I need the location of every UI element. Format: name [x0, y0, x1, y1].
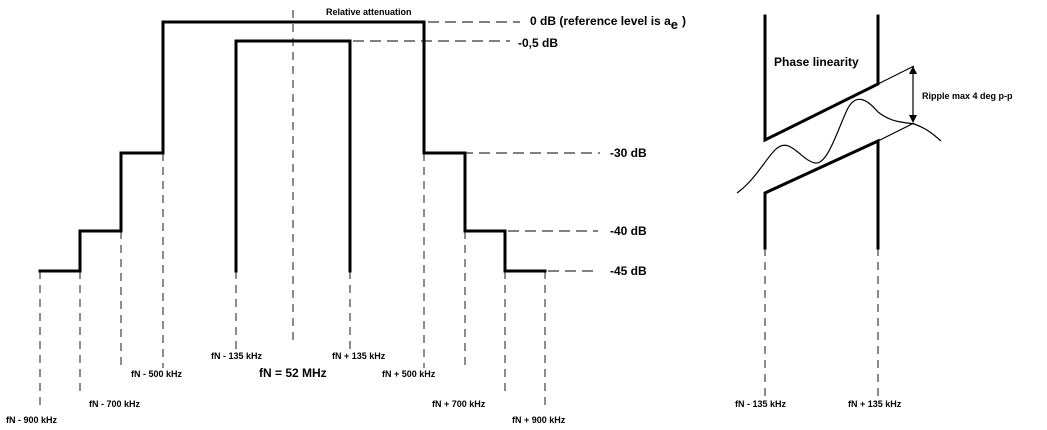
frequency-leaders — [39, 153, 546, 410]
freq-label-m700: fN - 700 kHz — [89, 399, 141, 409]
phase-upper-mask — [763, 14, 880, 143]
level-label-05db: -0,5 dB — [518, 36, 558, 50]
level-label-30db: -30 dB — [610, 146, 647, 160]
ripple-label: Ripple max 4 deg p-p — [922, 91, 1013, 101]
attenuation-mask — [38, 20, 547, 273]
freq-label-m900: fN - 900 kHz — [6, 415, 58, 425]
phase-upper-guide — [877, 65, 915, 85]
level-label-45db: -45 dB — [610, 264, 647, 278]
phase-lower-mask — [763, 138, 880, 250]
level-leaders — [353, 21, 600, 272]
ripple-arrow-top — [909, 66, 917, 74]
relative-attenuation-title: Relative attenuation — [326, 7, 412, 17]
freq-label-m500: fN - 500 kHz — [131, 369, 183, 379]
phase-freq-label-m135: fN - 135 kHz — [735, 399, 787, 409]
phase-linearity-diagram — [736, 14, 942, 398]
level-label-0db: 0 dB (reference level is ae) — [530, 14, 686, 32]
outer-mask-line — [38, 20, 547, 273]
phase-freq-label-p135: fN + 135 kHz — [848, 399, 902, 409]
phase-lower-guide — [877, 122, 915, 142]
phase-ripple-curve — [736, 98, 942, 194]
freq-label-p135: fN + 135 kHz — [332, 351, 386, 361]
center-frequency-label: fN = 52 MHz — [259, 366, 327, 380]
freq-label-p500: fN + 500 kHz — [382, 369, 436, 379]
ripple-arrow-bottom — [909, 115, 917, 123]
freq-label-p900: fN + 900 kHz — [512, 415, 566, 425]
level-label-40db: -40 dB — [610, 224, 647, 238]
freq-label-p700: fN + 700 kHz — [432, 399, 486, 409]
freq-label-m135: fN - 135 kHz — [211, 351, 263, 361]
phase-linearity-title: Phase linearity — [774, 55, 859, 69]
